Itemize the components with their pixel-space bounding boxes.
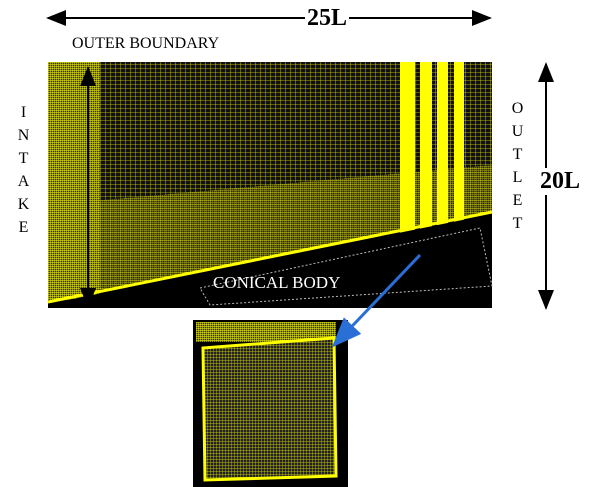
height-label: 20L [540, 168, 580, 195]
inset-mesh [203, 338, 336, 480]
strip [437, 62, 448, 237]
intake-refinement [48, 62, 100, 300]
outer-boundary-label: OUTER BOUNDARY [72, 35, 219, 53]
strip [420, 62, 432, 238]
length-label: 25L [305, 5, 349, 32]
strip [400, 62, 415, 240]
body-label: CONICAL BODY [213, 273, 340, 293]
diagram [0, 0, 594, 487]
intake-label: INTAKE [14, 104, 32, 242]
strip [454, 62, 464, 234]
outlet-label: OUTLET [508, 100, 526, 238]
page: 25L OUTER BOUNDARY INTAKE OUTLET 20L CON… [0, 0, 594, 487]
